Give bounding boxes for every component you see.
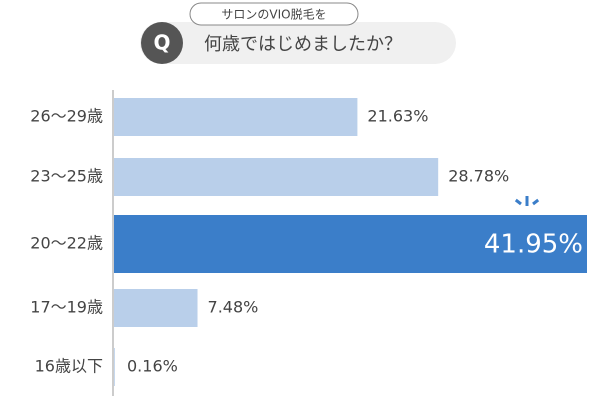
bar xyxy=(114,158,439,196)
y-tick-label: 20〜22歳 xyxy=(30,234,103,253)
subtitle-bubble xyxy=(189,2,359,26)
emphasis-mark xyxy=(514,198,522,206)
value-label: 41.95% xyxy=(484,230,583,260)
y-tick-label: 26〜29歳 xyxy=(30,107,103,126)
value-label: 21.63% xyxy=(367,107,428,126)
y-tick-label: 16歳以下 xyxy=(35,357,103,376)
y-tick-label: 23〜25歳 xyxy=(30,167,103,186)
question-badge-circle xyxy=(141,22,183,64)
bar xyxy=(114,289,198,327)
bar xyxy=(114,348,115,386)
emphasis-mark xyxy=(532,198,540,206)
question-badge: Q xyxy=(153,31,170,55)
title-pill xyxy=(140,22,456,64)
value-label: 0.16% xyxy=(127,357,178,376)
value-label: 7.48% xyxy=(208,298,259,317)
bar xyxy=(114,98,358,136)
y-tick-label: 17〜19歳 xyxy=(30,298,103,317)
bar xyxy=(114,215,587,273)
chart-title: 何歳ではじめましたか？ xyxy=(204,34,402,55)
value-label: 28.78% xyxy=(448,167,509,186)
subtitle: サロンのVIO脱毛を xyxy=(221,7,326,22)
